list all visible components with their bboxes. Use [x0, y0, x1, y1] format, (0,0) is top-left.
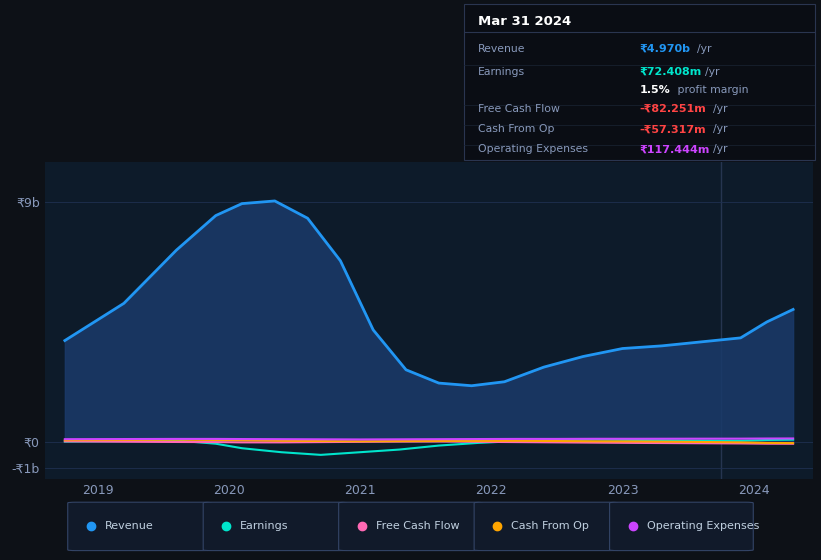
- Text: -₹82.251m: -₹82.251m: [640, 104, 706, 114]
- Text: Cash From Op: Cash From Op: [511, 521, 589, 531]
- FancyBboxPatch shape: [609, 502, 754, 550]
- Text: Earnings: Earnings: [240, 521, 289, 531]
- Text: /yr: /yr: [705, 67, 719, 77]
- Text: profit margin: profit margin: [674, 85, 749, 95]
- Text: Mar 31 2024: Mar 31 2024: [478, 15, 571, 28]
- Text: Operating Expenses: Operating Expenses: [647, 521, 759, 531]
- Text: Free Cash Flow: Free Cash Flow: [376, 521, 459, 531]
- Text: Revenue: Revenue: [104, 521, 154, 531]
- FancyBboxPatch shape: [338, 502, 482, 550]
- Text: Cash From Op: Cash From Op: [478, 124, 554, 134]
- Text: 1.5%: 1.5%: [640, 85, 670, 95]
- Text: Operating Expenses: Operating Expenses: [478, 144, 588, 155]
- Text: /yr: /yr: [697, 44, 712, 54]
- FancyBboxPatch shape: [203, 502, 346, 550]
- Text: Free Cash Flow: Free Cash Flow: [478, 104, 560, 114]
- FancyBboxPatch shape: [67, 502, 212, 550]
- Text: /yr: /yr: [713, 104, 727, 114]
- Text: -₹57.317m: -₹57.317m: [640, 124, 706, 134]
- Text: Earnings: Earnings: [478, 67, 525, 77]
- Text: ₹117.444m: ₹117.444m: [640, 144, 710, 155]
- Text: /yr: /yr: [713, 144, 727, 155]
- FancyBboxPatch shape: [475, 502, 617, 550]
- Text: /yr: /yr: [713, 124, 727, 134]
- FancyBboxPatch shape: [464, 4, 815, 160]
- Text: Revenue: Revenue: [478, 44, 525, 54]
- Text: ₹72.408m: ₹72.408m: [640, 67, 702, 77]
- Text: ₹4.970b: ₹4.970b: [640, 44, 690, 54]
